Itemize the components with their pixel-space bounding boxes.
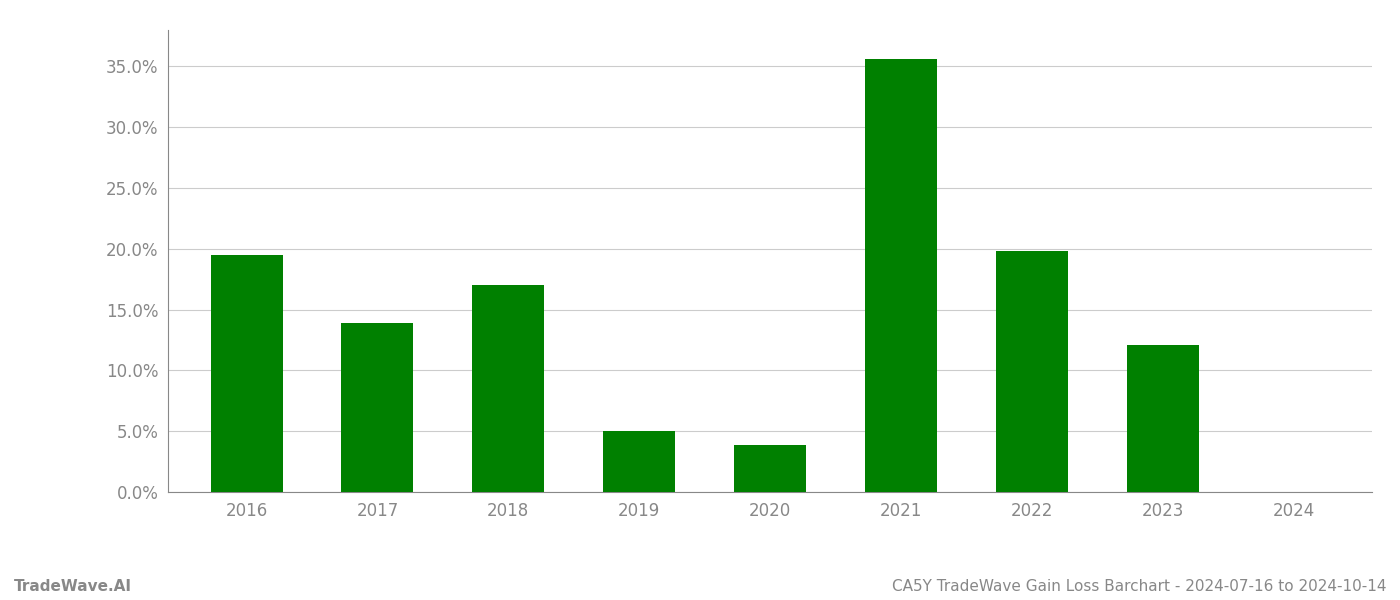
Text: TradeWave.AI: TradeWave.AI	[14, 579, 132, 594]
Text: CA5Y TradeWave Gain Loss Barchart - 2024-07-16 to 2024-10-14: CA5Y TradeWave Gain Loss Barchart - 2024…	[892, 579, 1386, 594]
Bar	[995, 251, 1068, 492]
Bar	[210, 255, 283, 492]
Bar	[734, 445, 806, 492]
Bar	[865, 59, 937, 492]
Bar	[603, 431, 675, 492]
Bar	[472, 286, 545, 492]
Bar	[342, 323, 413, 492]
Bar	[1127, 345, 1198, 492]
